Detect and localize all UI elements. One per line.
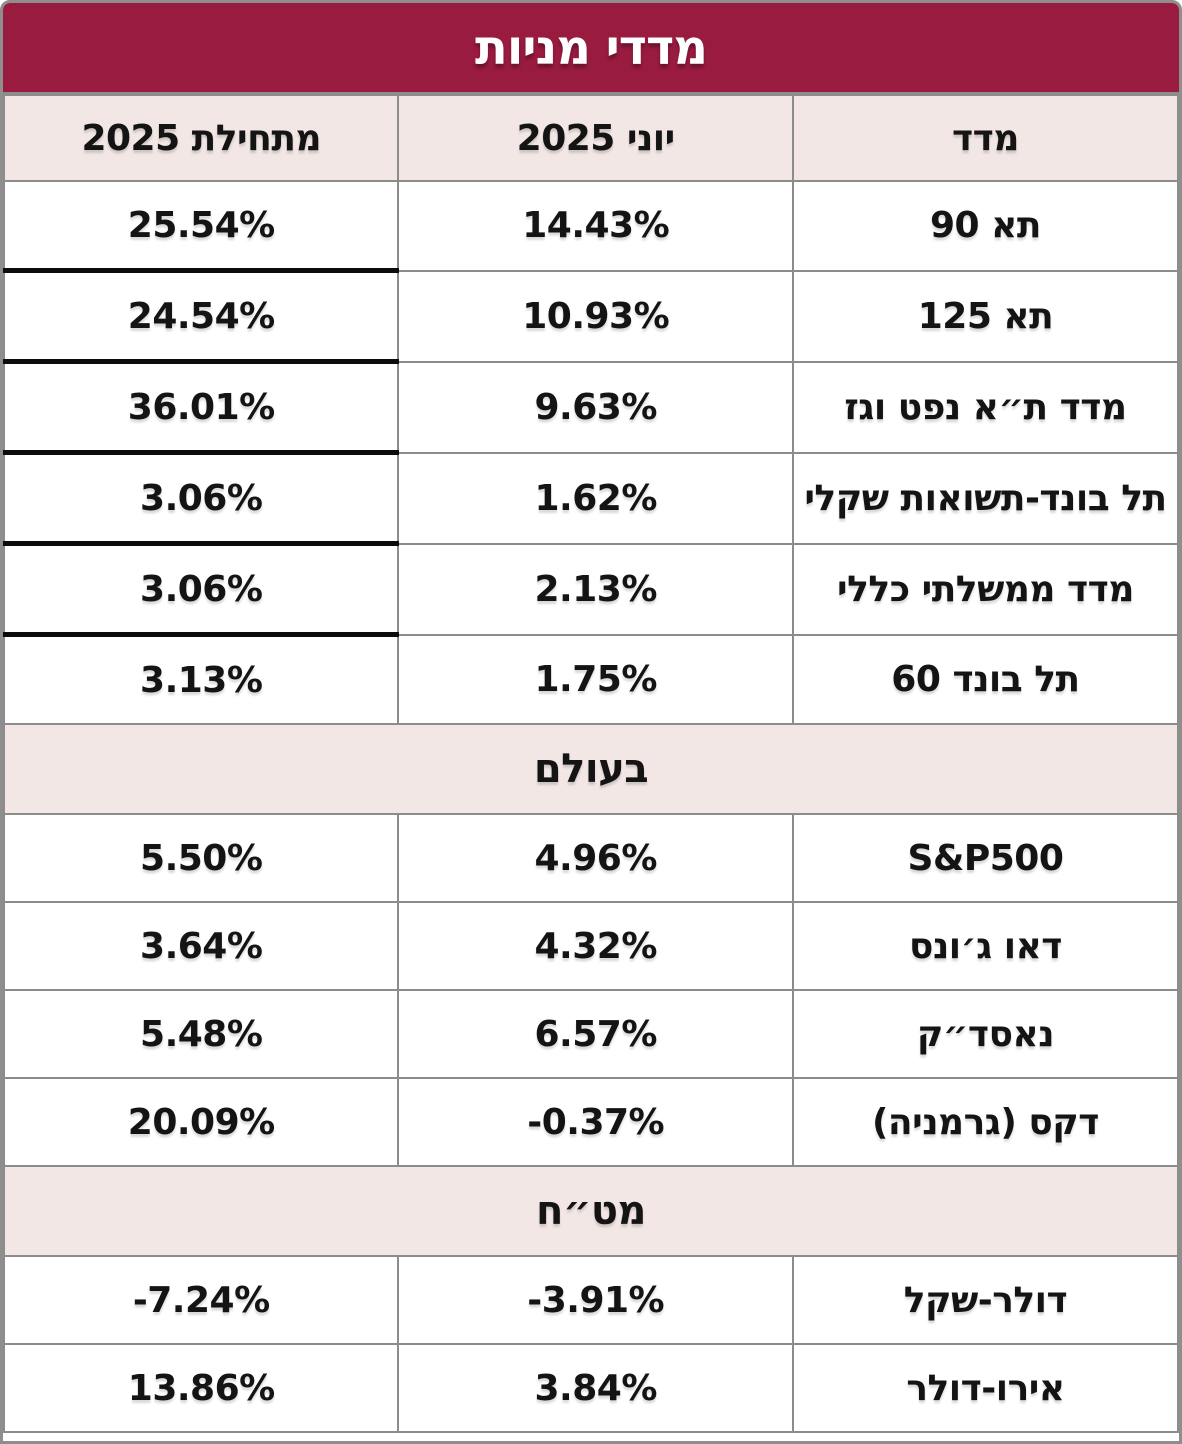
june-value-cell: 9.63% (397, 360, 794, 454)
ytd-value-cell: 5.50% (3, 813, 400, 903)
col-header-june-2025: יוני 2025 (397, 94, 794, 182)
june-value-cell: -0.37% (397, 1077, 794, 1167)
table-row: מדד ת״א נפט וגז 9.63% 36.01% (3, 360, 1179, 455)
index-name-cell: נאסד״ק (791, 989, 1179, 1079)
table-row: תא 90 14.43% 25.54% (3, 180, 1179, 273)
section-local: תא 90 14.43% 25.54% תא 125 10.93% 24.54%… (3, 180, 1179, 725)
header-row: מדד יוני 2025 מתחילת 2025 (3, 94, 1179, 182)
index-name-cell: S&P500 (791, 813, 1179, 903)
ytd-value-cell: 3.64% (3, 901, 400, 991)
index-name-cell: דקס (גרמניה) (791, 1077, 1179, 1167)
index-name-cell: אירו-דולר (791, 1343, 1179, 1433)
table-row: תל בונד 60 1.75% 3.13% (3, 633, 1179, 725)
june-value-cell: 1.62% (397, 451, 794, 545)
section-header-world: בעולם (3, 723, 1179, 815)
table-row: נאסד״ק 6.57% 5.48% (3, 989, 1179, 1079)
june-value-cell: 2.13% (397, 542, 794, 636)
table-row: אירו-דולר 3.84% 13.86% (3, 1343, 1179, 1433)
col-header-index: מדד (791, 94, 1179, 182)
june-value-cell: 10.93% (397, 269, 794, 363)
section-label: בעולם (3, 723, 1179, 815)
june-value-cell: 1.75% (397, 633, 794, 725)
ytd-value-cell: -7.24% (3, 1255, 400, 1345)
indices-table: מדד יוני 2025 מתחילת 2025 תא 90 14.43% 2… (3, 94, 1179, 1433)
table-row: תא 125 10.93% 24.54% (3, 269, 1179, 364)
ytd-value-cell: 3.06% (3, 542, 400, 637)
index-name-cell: דאו ג׳ונס (791, 901, 1179, 991)
june-value-cell: 6.57% (397, 989, 794, 1079)
ytd-value-cell: 24.54% (3, 269, 400, 364)
index-name-cell: דולר-שקל (791, 1255, 1179, 1345)
index-name-cell: תל בונד 60 (791, 633, 1179, 725)
col-header-ytd-2025: מתחילת 2025 (3, 94, 400, 182)
index-name-cell: תא 90 (791, 180, 1179, 272)
table-row: S&P500 4.96% 5.50% (3, 813, 1179, 903)
ytd-value-cell: 3.06% (3, 451, 400, 546)
june-value-cell: -3.91% (397, 1255, 794, 1345)
section-fx: מט״ח דולר-שקל -3.91% -7.24% אירו-דולר 3.… (3, 1165, 1179, 1433)
ytd-value-cell: 36.01% (3, 360, 400, 455)
table-title: מדדי מניות (475, 19, 708, 76)
june-value-cell: 4.32% (397, 901, 794, 991)
june-value-cell: 14.43% (397, 180, 794, 272)
table-header: מדד יוני 2025 מתחילת 2025 (3, 94, 1179, 182)
ytd-value-cell: 25.54% (3, 180, 400, 273)
table-row: דקס (גרמניה) -0.37% 20.09% (3, 1077, 1179, 1167)
june-value-cell: 4.96% (397, 813, 794, 903)
ytd-value-cell: 20.09% (3, 1077, 400, 1167)
table-row: תל בונד-תשואות שקלי 1.62% 3.06% (3, 451, 1179, 546)
ytd-value-cell: 3.13% (3, 633, 400, 725)
index-name-cell: תא 125 (791, 269, 1179, 363)
table-row: מדד ממשלתי כללי 2.13% 3.06% (3, 542, 1179, 637)
table-row: דאו ג׳ונס 4.32% 3.64% (3, 901, 1179, 991)
index-name-cell: מדד ממשלתי כללי (791, 542, 1179, 636)
ytd-value-cell: 13.86% (3, 1343, 400, 1433)
section-world: בעולם S&P500 4.96% 5.50% דאו ג׳ונס 4.32%… (3, 723, 1179, 1167)
table-row: דולר-שקל -3.91% -7.24% (3, 1255, 1179, 1345)
index-name-cell: מדד ת״א נפט וגז (791, 360, 1179, 454)
index-name-cell: תל בונד-תשואות שקלי (791, 451, 1179, 545)
section-header-fx: מט״ח (3, 1165, 1179, 1257)
june-value-cell: 3.84% (397, 1343, 794, 1433)
table-title-bar: מדדי מניות (3, 3, 1179, 94)
ytd-value-cell: 5.48% (3, 989, 400, 1079)
section-label: מט״ח (3, 1165, 1179, 1257)
